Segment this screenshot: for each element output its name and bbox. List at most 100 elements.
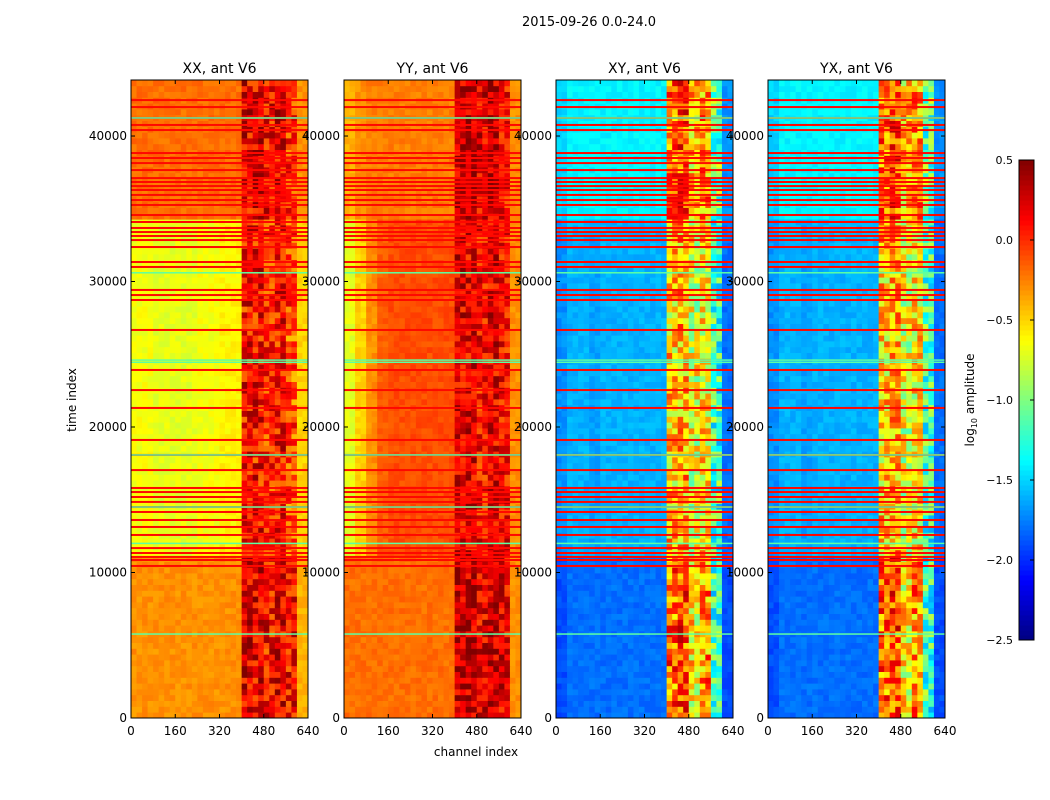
heatmap-cell	[274, 665, 281, 672]
heatmap-cell	[252, 671, 259, 678]
heatmap-cell	[291, 422, 298, 429]
heatmap-cell	[142, 91, 148, 98]
heatmap-cell	[296, 613, 303, 620]
heatmap-cell	[274, 248, 281, 255]
heatmap-cell	[142, 190, 148, 197]
heatmap-cell	[230, 677, 237, 684]
heatmap-cell	[208, 109, 215, 116]
heatmap-cell	[388, 683, 395, 690]
heatmap-cell	[180, 85, 187, 92]
heatmap-cell	[515, 613, 522, 620]
heatmap-cell	[344, 625, 350, 632]
heatmap-cell	[280, 660, 287, 667]
heatmap-cell	[213, 317, 220, 324]
heatmap-cell	[482, 578, 489, 585]
heatmap-cell	[449, 694, 456, 701]
heatmap-cell	[432, 497, 439, 504]
heatmap-cell	[158, 648, 165, 655]
heatmap-cell	[186, 694, 193, 701]
heatmap-cell	[285, 230, 292, 237]
heatmap-cell	[263, 445, 270, 452]
heatmap-cell	[460, 555, 467, 562]
heatmap-cell	[225, 567, 231, 574]
heatmap-cell	[493, 694, 500, 701]
heatmap-cell	[230, 288, 237, 295]
heatmap-cell	[252, 248, 259, 255]
heatmap-cell	[393, 712, 400, 719]
heatmap-cell	[175, 654, 182, 661]
heatmap-cell	[302, 683, 309, 690]
heatmap-cell	[169, 555, 176, 562]
heatmap-cell	[142, 300, 148, 307]
heatmap-cell	[487, 619, 494, 626]
heatmap-cell	[296, 375, 303, 382]
heatmap-cell	[191, 671, 198, 678]
heatmap-cell	[136, 515, 143, 522]
heatmap-cell	[186, 573, 193, 580]
heatmap-cell	[476, 689, 483, 696]
heatmap-cell	[371, 619, 378, 626]
heatmap-cell	[498, 706, 505, 713]
heatmap-cell	[202, 213, 209, 220]
heatmap-cell	[465, 497, 472, 504]
heatmap-cell	[236, 561, 243, 568]
heatmap-cell	[213, 138, 220, 145]
heatmap-cell	[241, 538, 248, 545]
heatmap-cell	[213, 416, 220, 423]
heatmap-cell	[269, 213, 276, 220]
heatmap-cell	[208, 538, 215, 545]
heatmap-cell	[487, 491, 494, 498]
heatmap-cell	[186, 433, 193, 440]
heatmap-cell	[191, 428, 198, 435]
heatmap-cell	[230, 625, 237, 632]
heatmap-cell	[236, 283, 243, 290]
heatmap-cell	[432, 590, 439, 597]
heatmap-cell	[291, 497, 298, 504]
heatmap-cell	[247, 486, 254, 493]
heatmap-cell	[263, 143, 270, 150]
heatmap-cell	[302, 619, 309, 626]
heatmap-cell	[482, 526, 489, 533]
heatmap-cell	[388, 619, 395, 626]
heatmap-cell	[393, 480, 400, 487]
heatmap-cell	[460, 654, 467, 661]
heatmap-cell	[296, 561, 303, 568]
heatmap-cell	[219, 352, 226, 359]
heatmap-cell	[482, 712, 489, 719]
heatmap-cell	[443, 625, 450, 632]
heatmap-cell	[169, 515, 176, 522]
heatmap-cell	[493, 642, 500, 649]
heatmap-cell	[230, 410, 237, 417]
heatmap-cell	[197, 132, 204, 139]
heatmap-cell	[476, 497, 483, 504]
heatmap-cell	[180, 700, 187, 707]
heatmap-cell	[263, 132, 270, 139]
heatmap-cell	[153, 578, 160, 585]
heatmap-cell	[191, 567, 198, 574]
heatmap-cell	[213, 602, 220, 609]
heatmap-cell	[225, 172, 231, 179]
heatmap-cell	[476, 665, 483, 672]
heatmap-cell	[285, 288, 292, 295]
heatmap-cell	[186, 317, 193, 324]
heatmap-cell	[202, 660, 209, 667]
heatmap-cell	[158, 683, 165, 690]
heatmap-cell	[371, 578, 378, 585]
heatmap-cell	[285, 381, 292, 388]
heatmap-cell	[247, 526, 254, 533]
heatmap-cell	[432, 607, 439, 614]
heatmap-cell	[263, 364, 270, 371]
heatmap-cell	[164, 346, 171, 353]
heatmap-cell	[274, 689, 281, 696]
flagged-row-line	[131, 261, 308, 264]
heatmap-cell	[131, 346, 137, 353]
heatmap-cell	[410, 486, 417, 493]
heatmap-cell	[274, 323, 281, 330]
heatmap-cell	[504, 683, 511, 690]
heatmap-cell	[208, 138, 215, 145]
flagged-row-line	[131, 552, 308, 555]
heatmap-cell	[180, 277, 187, 284]
heatmap-cell	[208, 132, 215, 139]
heatmap-cell	[164, 288, 171, 295]
